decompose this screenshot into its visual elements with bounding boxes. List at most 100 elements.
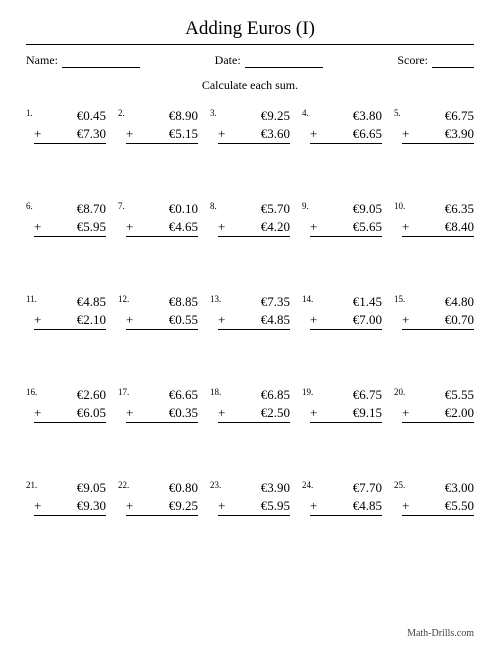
addition-stack: €6.75+€3.90 xyxy=(402,107,474,144)
problem-number: 24. xyxy=(302,480,313,490)
addend-top: €6.75 xyxy=(402,107,474,125)
problem: 19.€6.75+ €9.15 xyxy=(302,386,382,423)
problem: 3.€9.25+€3.60 xyxy=(210,107,290,144)
addend-bottom-row: +€0.70 xyxy=(402,311,474,331)
plus-sign: + xyxy=(310,497,317,515)
name-blank[interactable] xyxy=(62,55,140,68)
addend-top: €8.90 xyxy=(126,107,198,125)
addend-bottom: €4.20 xyxy=(261,218,290,236)
plus-sign: + xyxy=(34,497,41,515)
addend-bottom-row: +€3.60 xyxy=(218,125,290,145)
addend-bottom: €5.65 xyxy=(353,218,382,236)
problem: 17.€6.65+€0.35 xyxy=(118,386,198,423)
problem-number: 16. xyxy=(26,387,37,397)
addend-top: €6.65 xyxy=(126,386,198,404)
addition-stack: €4.85+€2.10 xyxy=(34,293,106,330)
addend-top: €8.70 xyxy=(34,200,106,218)
addend-bottom: €5.15 xyxy=(169,125,198,143)
problem: 20.€5.55+€2.00 xyxy=(394,386,474,423)
problem: 18.€6.85+€2.50 xyxy=(210,386,290,423)
problem: 21.€9.05+€9.30 xyxy=(26,479,106,516)
plus-sign: + xyxy=(310,404,317,422)
addend-bottom: €9.30 xyxy=(77,497,106,515)
problem-number: 19. xyxy=(302,387,313,397)
problem: 8.€5.70+€4.20 xyxy=(210,200,290,237)
plus-sign: + xyxy=(402,218,409,236)
problem: 7.€0.10+€4.65 xyxy=(118,200,198,237)
date-blank[interactable] xyxy=(245,55,323,68)
addend-bottom-row: +€6.05 xyxy=(34,404,106,424)
addition-stack: €6.65+€0.35 xyxy=(126,386,198,423)
addend-bottom: €5.95 xyxy=(261,497,290,515)
addend-top: €6.75 xyxy=(310,386,382,404)
plus-sign: + xyxy=(310,125,317,143)
addend-bottom-row: + €0.55 xyxy=(126,311,198,331)
plus-sign: + xyxy=(34,125,41,143)
addend-top: €0.80 xyxy=(126,479,198,497)
plus-sign: + xyxy=(126,311,133,329)
worksheet-page: Adding Euros (I) Name: Date: Score: Calc… xyxy=(0,0,500,647)
problem-number: 12. xyxy=(118,294,129,304)
addend-bottom-row: + €6.65 xyxy=(310,125,382,145)
addend-bottom: €7.00 xyxy=(353,311,382,329)
addend-bottom-row: +€5.95 xyxy=(34,218,106,238)
problem-number: 1. xyxy=(26,108,33,118)
plus-sign: + xyxy=(34,218,41,236)
problem-number: 21. xyxy=(26,480,37,490)
footer-text: Math-Drills.com xyxy=(407,628,474,639)
problem-number: 9. xyxy=(302,201,309,211)
addend-bottom: €8.40 xyxy=(445,218,474,236)
addition-stack: €2.60+€6.05 xyxy=(34,386,106,423)
addend-bottom: €3.60 xyxy=(261,125,290,143)
problem-number: 17. xyxy=(118,387,129,397)
addition-stack: €8.90+ €5.15 xyxy=(126,107,198,144)
plus-sign: + xyxy=(126,125,133,143)
problem-number: 2. xyxy=(118,108,125,118)
addend-bottom: €4.85 xyxy=(261,311,290,329)
addition-stack: €3.90+€5.95 xyxy=(218,479,290,516)
addend-bottom-row: +€2.10 xyxy=(34,311,106,331)
addend-bottom: €2.10 xyxy=(77,311,106,329)
addend-bottom-row: +€7.00 xyxy=(310,311,382,331)
problem-number: 7. xyxy=(118,201,125,211)
addend-bottom-row: + €5.95 xyxy=(218,497,290,517)
addition-stack: €1.45+€7.00 xyxy=(310,293,382,330)
problem: 23.€3.90+€5.95 xyxy=(210,479,290,516)
problem: 4.€3.80+€6.65 xyxy=(302,107,382,144)
addition-stack: €6.35+ €8.40 xyxy=(402,200,474,237)
name-field: Name: xyxy=(26,53,140,68)
addend-bottom: €0.35 xyxy=(169,404,198,422)
problem: 10.€6.35+€8.40 xyxy=(394,200,474,237)
score-blank[interactable] xyxy=(432,55,474,68)
addend-top: €6.35 xyxy=(402,200,474,218)
score-label: Score: xyxy=(397,53,428,68)
date-label: Date: xyxy=(215,53,241,68)
problem-number: 11. xyxy=(26,294,37,304)
addend-bottom: €6.65 xyxy=(353,125,382,143)
addend-top: €9.05 xyxy=(310,200,382,218)
problem-number: 23. xyxy=(210,480,221,490)
addition-stack: €7.70+€4.85 xyxy=(310,479,382,516)
addition-stack: €6.75+ €9.15 xyxy=(310,386,382,423)
addition-stack: €9.25+€3.60 xyxy=(218,107,290,144)
addend-bottom: €6.05 xyxy=(77,404,106,422)
addend-bottom: €5.50 xyxy=(445,497,474,515)
problem-number: 20. xyxy=(394,387,405,397)
addend-bottom: €0.55 xyxy=(169,311,198,329)
addend-bottom: €4.65 xyxy=(169,218,198,236)
addend-bottom: €2.50 xyxy=(261,404,290,422)
plus-sign: + xyxy=(402,125,409,143)
plus-sign: + xyxy=(218,218,225,236)
meta-row: Name: Date: Score: xyxy=(26,53,474,68)
addend-top: €2.60 xyxy=(34,386,106,404)
plus-sign: + xyxy=(218,497,225,515)
addend-bottom: €0.70 xyxy=(445,311,474,329)
instruction-text: Calculate each sum. xyxy=(26,78,474,93)
addend-bottom-row: +€0.35 xyxy=(126,404,198,424)
addend-bottom: €9.15 xyxy=(353,404,382,422)
problem: 16.€2.60+€6.05 xyxy=(26,386,106,423)
score-field: Score: xyxy=(397,53,474,68)
addition-stack: €4.80+€0.70 xyxy=(402,293,474,330)
problem-number: 25. xyxy=(394,480,405,490)
addition-stack: €0.10+€4.65 xyxy=(126,200,198,237)
